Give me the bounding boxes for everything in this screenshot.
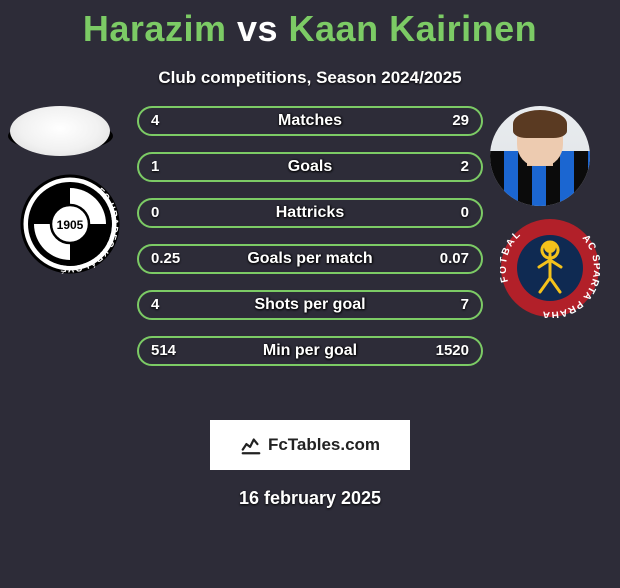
stat-right-value: 1520 [436, 338, 469, 364]
source-text: FcTables.com [268, 435, 380, 455]
stat-row: 4 Shots per goal 7 [137, 290, 483, 320]
stat-right-value: 0 [461, 200, 469, 226]
vs-text: vs [237, 8, 278, 49]
stat-label: Goals per match [139, 246, 481, 272]
stat-label: Matches [139, 108, 481, 134]
club-left-badge: 1905 FC HRADEC KRÁLOVÉ [20, 174, 120, 274]
stat-row: 1 Goals 2 [137, 152, 483, 182]
comparison-area: 1905 FC HRADEC KRÁLOVÉ AC SPARTA PRAHA F… [0, 106, 620, 406]
player1-name: Harazim [83, 8, 227, 49]
player2-hair [513, 110, 567, 138]
stat-label: Min per goal [139, 338, 481, 364]
club-right-badge: AC SPARTA PRAHA FOTBAL [500, 218, 600, 318]
page-title: Harazim vs Kaan Kairinen [0, 8, 620, 50]
stat-bars: 4 Matches 29 1 Goals 2 0 Hattricks 0 0.2… [137, 106, 483, 382]
stat-row: 514 Min per goal 1520 [137, 336, 483, 366]
chart-icon [240, 434, 262, 456]
date-text: 16 february 2025 [0, 488, 620, 509]
player2-avatar [490, 106, 590, 206]
player2-name: Kaan Kairinen [289, 8, 538, 49]
player1-avatar [10, 106, 110, 156]
stat-row: 0.25 Goals per match 0.07 [137, 244, 483, 274]
stat-row: 0 Hattricks 0 [137, 198, 483, 228]
stat-right-value: 7 [461, 292, 469, 318]
source-badge: FcTables.com [210, 420, 410, 470]
stat-right-value: 0.07 [440, 246, 469, 272]
stat-row: 4 Matches 29 [137, 106, 483, 136]
stat-right-value: 29 [452, 108, 469, 134]
stat-label: Hattricks [139, 200, 481, 226]
club-left-founded: 1905 [57, 218, 84, 232]
stat-right-value: 2 [461, 154, 469, 180]
subtitle: Club competitions, Season 2024/2025 [0, 68, 620, 88]
stat-label: Shots per goal [139, 292, 481, 318]
stat-label: Goals [139, 154, 481, 180]
